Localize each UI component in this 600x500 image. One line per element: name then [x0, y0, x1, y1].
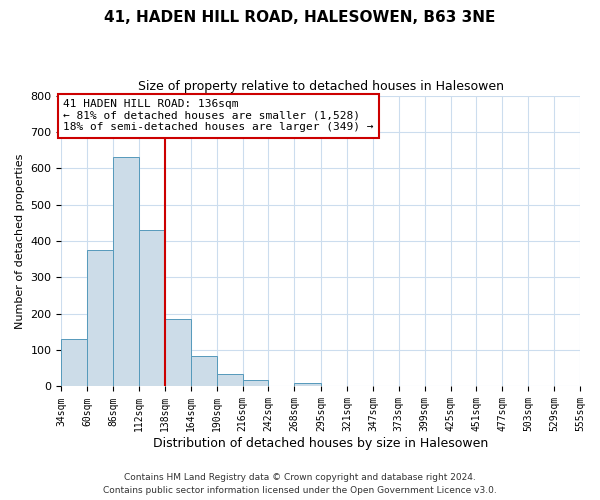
Bar — [139, 230, 165, 386]
Bar — [242, 380, 268, 386]
Bar — [87, 250, 113, 386]
Bar — [191, 356, 217, 386]
Title: Size of property relative to detached houses in Halesowen: Size of property relative to detached ho… — [138, 80, 504, 93]
Bar — [61, 339, 87, 386]
Text: 41 HADEN HILL ROAD: 136sqm
← 81% of detached houses are smaller (1,528)
18% of s: 41 HADEN HILL ROAD: 136sqm ← 81% of deta… — [64, 99, 374, 132]
Text: 41, HADEN HILL ROAD, HALESOWEN, B63 3NE: 41, HADEN HILL ROAD, HALESOWEN, B63 3NE — [104, 10, 496, 25]
Bar — [113, 156, 139, 386]
Text: Contains HM Land Registry data © Crown copyright and database right 2024.
Contai: Contains HM Land Registry data © Crown c… — [103, 474, 497, 495]
X-axis label: Distribution of detached houses by size in Halesowen: Distribution of detached houses by size … — [153, 437, 488, 450]
Bar — [217, 374, 242, 386]
Bar — [295, 383, 321, 386]
Y-axis label: Number of detached properties: Number of detached properties — [15, 154, 25, 328]
Bar — [165, 319, 191, 386]
